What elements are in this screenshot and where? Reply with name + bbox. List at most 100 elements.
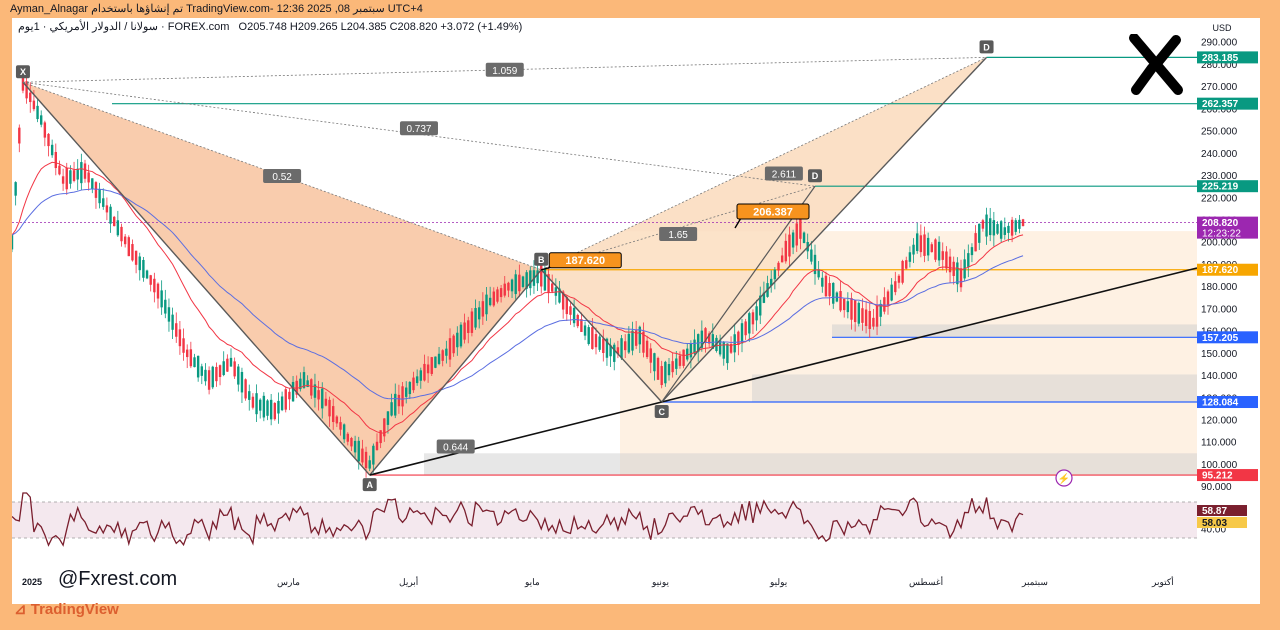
candle bbox=[894, 271, 897, 296]
candle bbox=[485, 286, 488, 321]
candle bbox=[120, 223, 123, 247]
candle bbox=[434, 356, 437, 369]
candle bbox=[802, 231, 806, 244]
price-chart[interactable]: 1.059 0.737 0.52 2.611 1.65 0.644 X A B C D D 187.62… bbox=[10, 18, 1260, 604]
candle bbox=[996, 221, 999, 235]
candle bbox=[912, 238, 915, 264]
candle bbox=[864, 300, 868, 334]
candle bbox=[193, 353, 196, 368]
pattern-point-d[interactable]: D bbox=[808, 169, 822, 183]
candle bbox=[828, 276, 831, 306]
ratio-line-xd2 bbox=[22, 81, 816, 187]
pattern-point-a[interactable]: A bbox=[362, 478, 377, 492]
svg-text:187.620: 187.620 bbox=[1202, 265, 1239, 276]
candle bbox=[467, 316, 470, 344]
candle bbox=[576, 313, 579, 329]
leg-cd bbox=[661, 56, 988, 403]
price-tick: 90.000 bbox=[1201, 482, 1232, 493]
candle bbox=[83, 159, 87, 183]
candle bbox=[342, 423, 346, 444]
leg-xa bbox=[22, 81, 371, 476]
candle bbox=[813, 244, 817, 285]
candle bbox=[204, 363, 207, 386]
svg-text:187.620: 187.620 bbox=[565, 255, 605, 267]
candle bbox=[740, 318, 744, 353]
svg-text:208.820: 208.820 bbox=[1202, 218, 1239, 229]
pattern-point-b[interactable]: B bbox=[534, 252, 549, 266]
candle bbox=[423, 354, 426, 382]
candle bbox=[43, 120, 47, 147]
ratio-label: 0.52 bbox=[263, 169, 302, 184]
pattern-point-d[interactable]: D bbox=[979, 40, 994, 54]
symbol-name[interactable]: سولانا / الدولار الأمريكي · 1يوم · FOREX… bbox=[18, 21, 230, 33]
ratio-label: 1.65 bbox=[659, 226, 698, 241]
candle bbox=[569, 301, 572, 325]
candle bbox=[580, 312, 583, 333]
svg-text:C: C bbox=[658, 407, 665, 417]
candle bbox=[218, 364, 222, 386]
price-tag: 157.205 bbox=[1197, 331, 1258, 344]
candle bbox=[565, 294, 568, 321]
ma-fast-line bbox=[11, 161, 1024, 434]
currency-label: USD bbox=[1212, 23, 1232, 33]
svg-text:283.185: 283.185 bbox=[1202, 53, 1239, 64]
candle bbox=[102, 188, 105, 210]
candle bbox=[10, 233, 14, 253]
candle bbox=[32, 90, 36, 112]
candle bbox=[58, 160, 61, 176]
candle bbox=[145, 269, 149, 280]
candle bbox=[127, 235, 130, 257]
candle bbox=[737, 330, 740, 356]
candle bbox=[29, 82, 32, 113]
candle bbox=[598, 334, 601, 352]
price-tick: 240.000 bbox=[1201, 149, 1238, 160]
ratio-text: 0.52 bbox=[272, 172, 292, 183]
candle bbox=[843, 298, 846, 318]
chart-area[interactable]: 1.059 0.737 0.52 2.611 1.65 0.644 X A B C D D 187.62… bbox=[10, 18, 1260, 604]
candle bbox=[321, 382, 324, 419]
candle bbox=[383, 418, 386, 442]
candle bbox=[109, 204, 112, 233]
trendline[interactable] bbox=[369, 267, 1198, 476]
candle bbox=[999, 220, 1003, 243]
candle bbox=[113, 215, 116, 227]
candle bbox=[167, 298, 171, 332]
candle bbox=[492, 287, 495, 308]
candle bbox=[540, 263, 543, 294]
candle bbox=[346, 432, 349, 446]
candle bbox=[295, 375, 298, 399]
candle bbox=[656, 356, 660, 380]
events-icon[interactable]: ⚡ bbox=[1055, 469, 1073, 487]
price-tick: 120.000 bbox=[1201, 415, 1238, 426]
candle bbox=[897, 274, 901, 289]
candle bbox=[857, 301, 860, 327]
candle bbox=[923, 226, 926, 263]
candle bbox=[956, 257, 959, 293]
candle bbox=[799, 218, 802, 250]
ratio-text: 1.059 bbox=[492, 66, 517, 77]
candle bbox=[160, 280, 163, 315]
candle bbox=[875, 295, 879, 336]
candle bbox=[784, 233, 787, 264]
candle bbox=[463, 313, 466, 344]
rsi-tag-2: 58.03 bbox=[1197, 517, 1247, 529]
candle bbox=[613, 342, 616, 371]
ratio-label: 2.611 bbox=[764, 166, 803, 181]
pattern-xab-fill bbox=[22, 82, 542, 476]
price-tag: 262.357 bbox=[1197, 97, 1258, 110]
candle bbox=[711, 323, 714, 349]
rsi-tag-1: 58.87 bbox=[1197, 505, 1247, 517]
candle bbox=[733, 323, 736, 363]
candle bbox=[594, 327, 598, 355]
candle bbox=[514, 269, 517, 300]
leg-bc bbox=[540, 269, 663, 403]
pattern-point-x[interactable]: X bbox=[15, 65, 30, 79]
candle bbox=[310, 378, 313, 399]
candle bbox=[375, 433, 379, 451]
pattern-point-c[interactable]: C bbox=[654, 404, 669, 418]
candle bbox=[967, 244, 970, 278]
candle bbox=[481, 292, 485, 325]
candle bbox=[116, 210, 120, 237]
candle bbox=[207, 366, 211, 395]
candle bbox=[981, 218, 985, 232]
